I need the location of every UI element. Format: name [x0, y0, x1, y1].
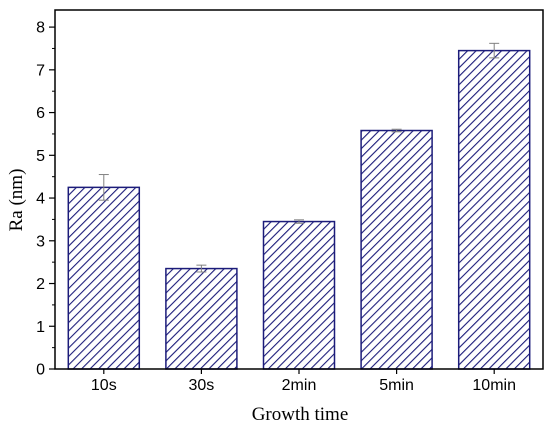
x-tick-label-2min: 2min — [282, 377, 317, 394]
y-tick-label-7: 7 — [36, 62, 45, 79]
plot-area: 10s 30s 2min 5min 10min 0 1 2 3 4 5 6 7 8 — [36, 9, 544, 394]
bar-10min — [457, 49, 531, 370]
y-tick-label-0: 0 — [36, 362, 45, 379]
plot-frame — [54, 9, 544, 370]
x-tick-label-10s: 10s — [91, 377, 117, 394]
bar-5min — [360, 129, 433, 370]
y-axis-title: Ra (nm) — [6, 169, 27, 232]
y-tick-label-2: 2 — [36, 276, 45, 293]
y-tick-label-1: 1 — [36, 319, 45, 336]
y-tick-label-3: 3 — [36, 233, 45, 250]
bar-2min — [262, 220, 336, 370]
y-tick-label-5: 5 — [36, 148, 45, 165]
bar-30s — [165, 267, 238, 370]
y-tick-label-8: 8 — [36, 20, 45, 37]
x-tick-label-10min: 10min — [472, 377, 516, 394]
bar-10s — [67, 186, 141, 370]
x-axis-title: Growth time — [252, 404, 349, 425]
x-tick-label-5min: 5min — [379, 377, 414, 394]
y-tick-label-6: 6 — [36, 105, 45, 122]
y-tick-label-4: 4 — [36, 191, 45, 208]
x-tick-label-30s: 30s — [189, 377, 215, 394]
